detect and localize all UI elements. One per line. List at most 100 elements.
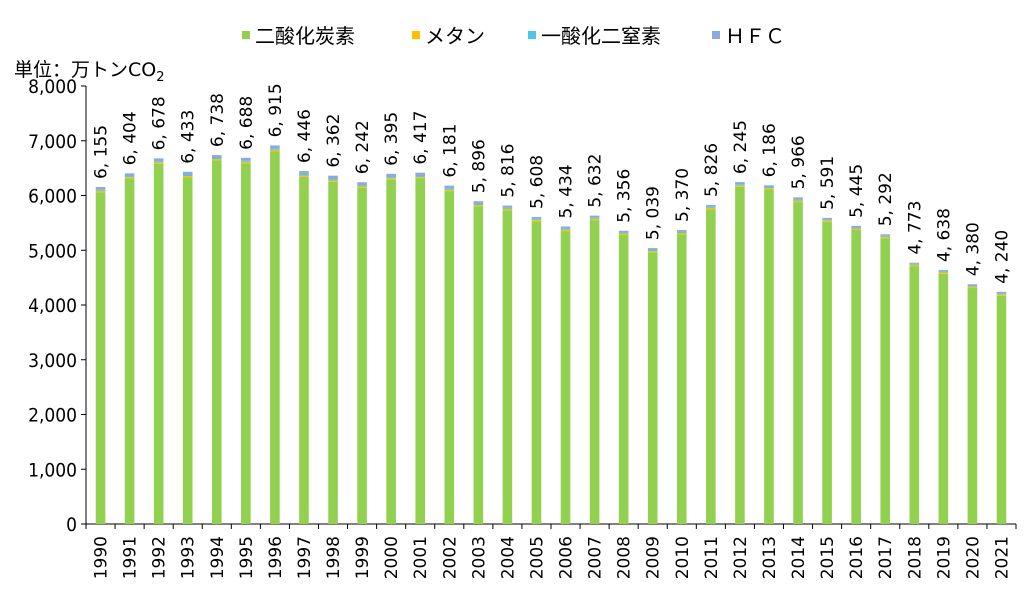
total-labels: 6, 155 6, 404 6, 678 6, 433 6, 738 6, 688 6, 9… <box>92 83 1013 284</box>
bar-segment <box>328 175 338 180</box>
x-tick-label: 2010 <box>673 536 693 579</box>
total-label: 6, 404 <box>121 111 141 165</box>
unit-label: 単位：万トンCO2 <box>14 59 165 85</box>
bar-segment <box>415 177 426 179</box>
bar-segment <box>764 187 774 189</box>
x-tick-label: 2001 <box>411 536 431 579</box>
bar-segment <box>647 251 658 253</box>
total-label: 5, 826 <box>702 143 722 197</box>
bar-segment <box>996 293 1007 295</box>
bar-segment <box>618 233 629 235</box>
total-label: 6, 738 <box>208 93 228 147</box>
x-tick-label: 2021 <box>992 536 1012 579</box>
bar-segment <box>444 189 455 192</box>
bar-segment <box>618 232 629 234</box>
x-tick-label: 2015 <box>818 536 838 579</box>
bar-segment <box>909 266 920 524</box>
x-tick-label: 1997 <box>295 536 315 579</box>
bar-segment <box>415 176 426 178</box>
bar-segment <box>880 236 891 239</box>
total-label: 5, 039 <box>644 186 664 240</box>
bar-segment <box>851 229 861 524</box>
x-tick-label: 2016 <box>847 536 867 579</box>
bar-segment <box>211 157 222 160</box>
bar-segment <box>996 295 1007 524</box>
bar-segment <box>153 162 164 164</box>
total-label: 6, 181 <box>440 124 460 178</box>
bar-segment <box>386 173 396 178</box>
bar-segment <box>618 234 629 525</box>
bar-segment <box>124 176 135 178</box>
bar-segment <box>735 185 745 187</box>
legend-swatch <box>412 31 420 39</box>
bar-segment <box>938 271 949 273</box>
bar-segment <box>706 207 716 210</box>
bar-segment <box>676 231 687 234</box>
bar-segment <box>415 178 426 524</box>
bar-segment <box>182 171 193 175</box>
total-label: 6, 242 <box>353 120 373 174</box>
bar-segment <box>560 229 571 232</box>
bar-segment <box>531 216 542 219</box>
legend: 二酸化炭素 メタン 一酸化二窒素 ＨＦＣ <box>242 24 785 48</box>
total-label: 5, 591 <box>818 156 838 210</box>
bar-segment <box>647 248 658 250</box>
total-label: 5, 434 <box>557 164 577 218</box>
total-label: 5, 608 <box>527 155 547 209</box>
bar-segment <box>386 178 396 180</box>
bar-segment <box>153 158 164 162</box>
bar-segment <box>502 207 513 209</box>
total-label: 5, 896 <box>469 139 489 193</box>
bar-segment <box>328 179 338 181</box>
bar-segment <box>996 291 1007 294</box>
bar-segment <box>531 219 542 222</box>
bar-segment <box>880 238 891 524</box>
total-label: 6, 915 <box>266 83 286 137</box>
bar-segment <box>764 185 774 188</box>
y-tick-label: 3,000 <box>28 350 77 372</box>
x-tick-label: 2018 <box>905 536 925 579</box>
y-tick-label: 1,000 <box>28 459 77 481</box>
x-axis: 1990 1991 1992 1993 1994 1995 1996 1997 1998 1999… <box>85 523 1017 579</box>
bar-segment <box>270 149 280 152</box>
bar-segment <box>560 226 571 229</box>
bar-segment <box>589 217 600 219</box>
x-tick-label: 1996 <box>266 536 286 579</box>
bar-segment <box>996 294 1007 296</box>
bar-segment <box>357 186 367 188</box>
legend-label: ＨＦＣ <box>725 24 785 48</box>
y-tick-label: 4,000 <box>28 295 77 317</box>
bar-segment <box>328 180 338 182</box>
bar-segment <box>444 191 455 524</box>
bar-segment <box>182 177 193 524</box>
bar-segment <box>880 234 891 236</box>
bar-segment <box>153 161 164 163</box>
total-label: 5, 816 <box>498 143 518 197</box>
legend-swatch <box>242 31 250 39</box>
x-tick-label: 2019 <box>934 536 954 579</box>
x-tick-label: 2011 <box>702 536 722 579</box>
bar-segment <box>211 160 222 524</box>
x-tick-label: 1999 <box>353 536 373 579</box>
bar-segment <box>909 264 920 267</box>
bar-segment <box>182 174 193 177</box>
bar-segment <box>938 270 949 272</box>
x-tick-label: 2003 <box>469 536 489 579</box>
total-label: 5, 370 <box>673 168 693 222</box>
total-label: 4, 638 <box>934 208 954 262</box>
legend-swatch <box>528 31 536 39</box>
bar-segment <box>735 184 745 186</box>
bar-segment <box>502 205 513 208</box>
bar-segment <box>182 176 193 178</box>
y-tick-label: 8,000 <box>28 76 77 98</box>
bar-segment <box>299 175 309 177</box>
x-tick-label: 2000 <box>382 536 402 579</box>
bar-segment <box>560 228 571 230</box>
bar-segment <box>706 209 716 524</box>
bar-segment <box>502 208 513 211</box>
bar-segment <box>647 249 658 252</box>
bar-segment <box>560 231 571 524</box>
total-label: 6, 446 <box>295 109 315 163</box>
bar-segment <box>444 188 455 190</box>
bar-segment <box>95 190 106 193</box>
